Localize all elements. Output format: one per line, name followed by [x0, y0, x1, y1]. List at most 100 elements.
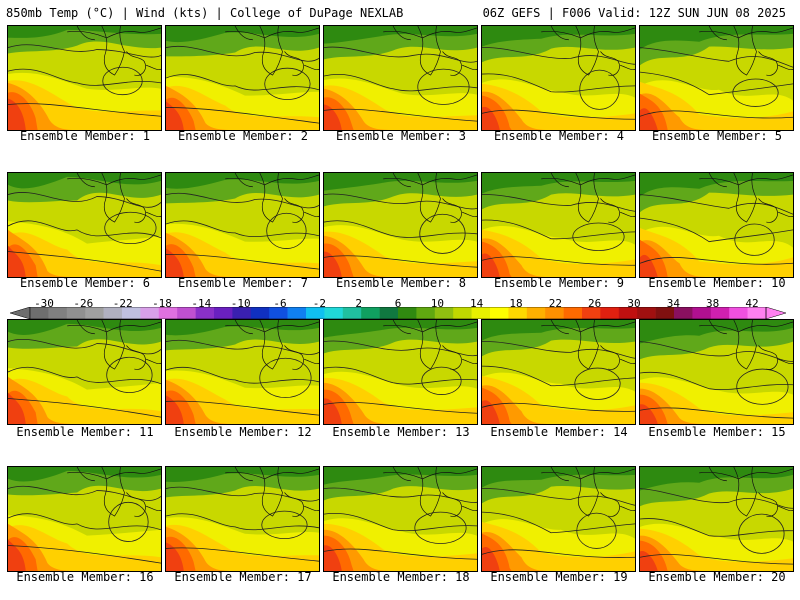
colorbar-segment	[674, 307, 693, 319]
ensemble-map-7	[165, 172, 320, 278]
ensemble-member-label-20: Ensemble Member: 20	[648, 570, 786, 584]
colorbar-segment	[471, 307, 491, 319]
colorbar-tick-label: -22	[112, 297, 133, 310]
ensemble-member-label-3: Ensemble Member: 3	[335, 129, 467, 143]
colorbar-segment	[103, 307, 123, 319]
colorbar-min-arrow	[10, 307, 31, 319]
colorbar-tick-label: -10	[230, 297, 251, 310]
colorbar-segment	[545, 307, 564, 319]
ensemble-map-3	[323, 25, 478, 131]
colorbar-segment	[582, 307, 601, 319]
colorbar-segment	[508, 307, 528, 319]
ensemble-member-label-7: Ensemble Member: 7	[177, 276, 309, 290]
ensemble-map-19	[481, 466, 636, 572]
colorbar-segment	[85, 307, 104, 319]
ensemble-map-13	[323, 319, 478, 425]
colorbar-outline	[29, 307, 767, 319]
colorbar-tick-label: 34	[666, 297, 680, 310]
colorbar-segment	[140, 307, 160, 319]
colorbar-segment	[306, 307, 325, 319]
ensemble-member-label-6: Ensemble Member: 6	[19, 276, 151, 290]
ensemble-member-label-15: Ensemble Member: 15	[648, 425, 786, 439]
colorbar-segment	[122, 307, 141, 319]
colorbar-segment	[747, 307, 767, 319]
colorbar-segment	[361, 307, 380, 319]
colorbar-segment	[287, 307, 307, 319]
colorbar-tick-label: -14	[191, 297, 212, 310]
colorbar-segment	[618, 307, 638, 319]
colorbar-max-arrow	[765, 307, 786, 319]
ensemble-map-2	[165, 25, 320, 131]
colorbar-segment	[600, 307, 620, 319]
ensemble-member-label-8: Ensemble Member: 8	[335, 276, 467, 290]
ensemble-member-label-12: Ensemble Member: 12	[174, 425, 312, 439]
colorbar-segment	[158, 307, 178, 319]
ensemble-member-label-14: Ensemble Member: 14	[490, 425, 628, 439]
colorbar-segment	[324, 307, 344, 319]
colorbar-segment	[232, 307, 252, 319]
colorbar-segment	[30, 307, 49, 319]
ensemble-map-14	[481, 319, 636, 425]
colorbar-tick-label: 30	[627, 297, 641, 310]
ensemble-member-label-9: Ensemble Member: 9	[493, 276, 625, 290]
ensemble-map-4	[481, 25, 636, 131]
colorbar-segment	[526, 307, 546, 319]
colorbar-tick-label: 2	[355, 297, 362, 310]
colorbar-tick-label: -2	[312, 297, 326, 310]
colorbar-segment	[416, 307, 436, 319]
ensemble-member-label-10: Ensemble Member: 10	[648, 276, 786, 290]
header-title-right: 06Z GEFS | F006 Valid: 12Z SUN JUN 08 20…	[482, 6, 786, 20]
colorbar-segment	[342, 307, 362, 319]
ensemble-map-18	[323, 466, 478, 572]
ensemble-member-label-2: Ensemble Member: 2	[177, 129, 309, 143]
colorbar-segment	[563, 307, 583, 319]
ensemble-map-16	[7, 466, 162, 572]
colorbar-tick-label: 10	[430, 297, 444, 310]
ensemble-map-10	[639, 172, 794, 278]
ensemble-map-11	[7, 319, 162, 425]
colorbar-tick-label: 22	[548, 297, 562, 310]
colorbar-segment	[195, 307, 215, 319]
ensemble-member-label-5: Ensemble Member: 5	[651, 129, 783, 143]
colorbar-tick-label: 18	[509, 297, 523, 310]
colorbar-segment	[655, 307, 675, 319]
colorbar-tick-label: 6	[394, 297, 402, 310]
colorbar-segment	[177, 307, 196, 319]
ensemble-map-5	[639, 25, 794, 131]
ensemble-map-20	[639, 466, 794, 572]
colorbar-segment	[214, 307, 233, 319]
ensemble-map-12	[165, 319, 320, 425]
colorbar-segment	[490, 307, 509, 319]
ensemble-map-9	[481, 172, 636, 278]
colorbar-tick-label: 26	[588, 297, 602, 310]
ensemble-member-label-11: Ensemble Member: 11	[16, 425, 154, 439]
ensemble-member-label-16: Ensemble Member: 16	[16, 570, 154, 584]
ensemble-map-17	[165, 466, 320, 572]
ensemble-member-label-1: Ensemble Member: 1	[19, 129, 151, 143]
ensemble-map-6	[7, 172, 162, 278]
ensemble-member-label-18: Ensemble Member: 18	[332, 570, 470, 584]
ensemble-map-15	[639, 319, 794, 425]
ensemble-member-label-4: Ensemble Member: 4	[493, 129, 625, 143]
colorbar-segment	[48, 307, 68, 319]
colorbar-segment	[453, 307, 472, 319]
colorbar-segment	[692, 307, 712, 319]
colorbar-segment	[637, 307, 656, 319]
colorbar-segment	[398, 307, 417, 319]
ensemble-member-label-13: Ensemble Member: 13	[332, 425, 470, 439]
colorbar-segment	[66, 307, 86, 319]
colorbar-segment	[434, 307, 454, 319]
colorbar-tick-label: 14	[470, 297, 484, 310]
colorbar-segment	[379, 307, 399, 319]
ensemble-map-8	[323, 172, 478, 278]
ensemble-map-1	[7, 25, 162, 131]
ensemble-member-label-17: Ensemble Member: 17	[174, 570, 312, 584]
colorbar-tick-label: -6	[273, 297, 287, 310]
colorbar-segment	[269, 307, 288, 319]
ensemble-member-label-19: Ensemble Member: 19	[490, 570, 628, 584]
colorbar-tick-label: 38	[706, 297, 720, 310]
colorbar-segment	[250, 307, 270, 319]
colorbar-tick-label: -26	[73, 297, 94, 310]
colorbar-tick-label: 42	[745, 297, 759, 310]
colorbar-tick-label: -18	[152, 297, 172, 310]
